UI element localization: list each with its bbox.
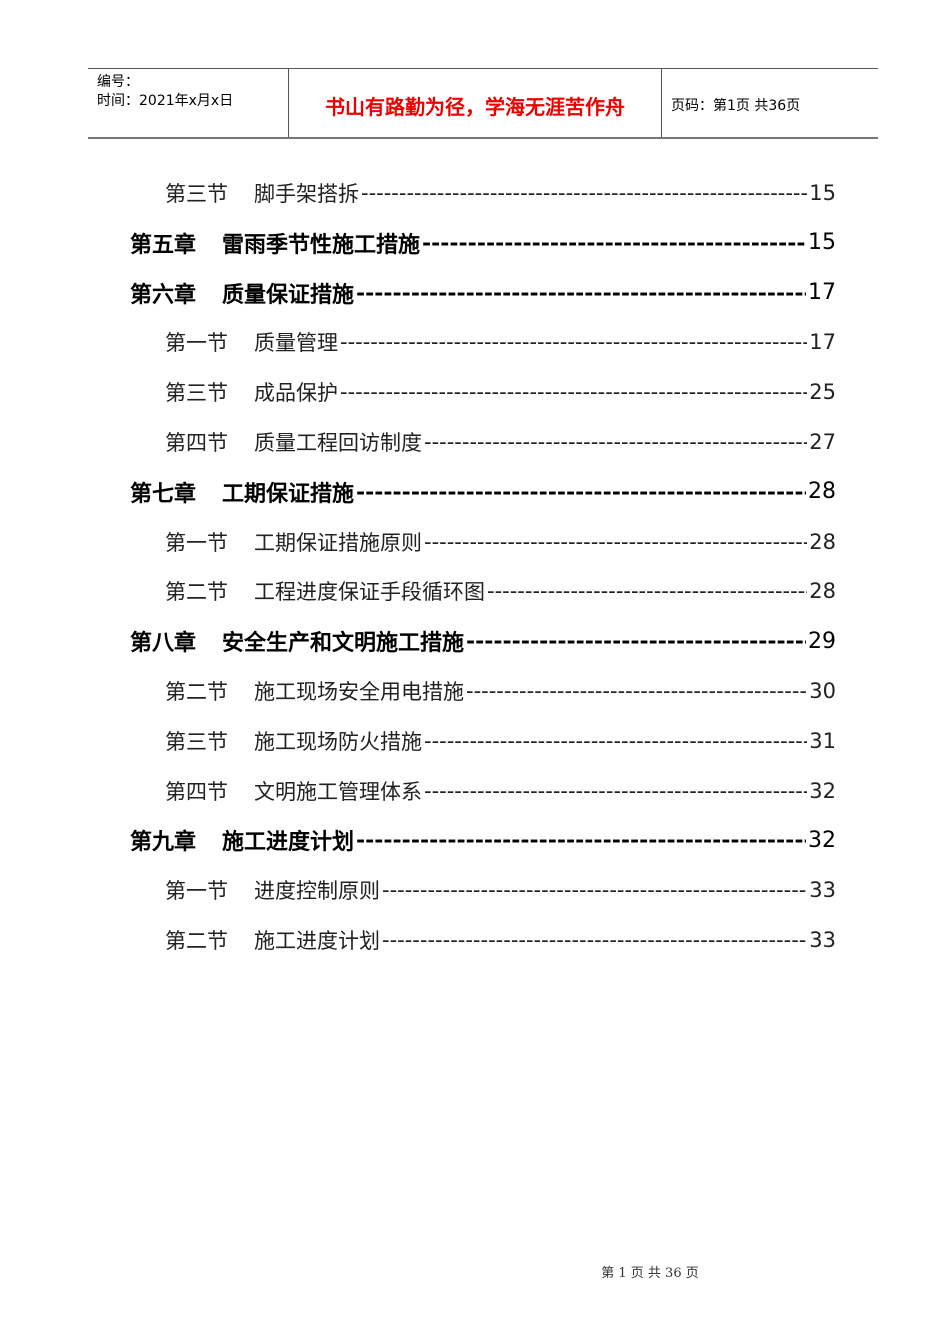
- number-label: 编号：: [97, 74, 139, 90]
- header-meta: 编号： 时间：2021年x月x日: [88, 69, 289, 137]
- toc-entry-page: 15: [809, 181, 836, 205]
- toc-leader-dashes: [356, 827, 806, 853]
- toc-leader-dashes: [356, 479, 806, 505]
- toc-leader-dashes: [382, 878, 807, 902]
- toc-entry-title: 施工进度计划: [222, 829, 355, 856]
- toc-entry-title: 成品保护: [254, 381, 338, 406]
- toc-entry-title: 质量管理: [254, 331, 338, 356]
- page-footer: 第 1 页 共 36 页: [601, 1266, 699, 1281]
- toc-entry-section[interactable]: 第三节 脚手架搭拆 15: [165, 173, 836, 213]
- toc-entry-page: 32: [809, 778, 836, 803]
- toc-entry-page: 17: [809, 330, 836, 355]
- toc-entry-page: 15: [808, 230, 836, 256]
- toc-entry-number: 第二节: [165, 680, 228, 704]
- toc-entry-page: 31: [809, 728, 836, 753]
- toc-entry-number: 第六章: [130, 281, 197, 308]
- toc-entry-title: 工程进度保证手段循环图: [254, 580, 485, 605]
- toc-entry-page: 29: [808, 628, 836, 654]
- date-label: 时间：2021年x月x日: [97, 93, 234, 109]
- toc-entry-title: 质量保证措施: [222, 281, 355, 308]
- toc-entry-number: 第二节: [165, 580, 228, 605]
- toc-entry-title: 安全生产和文明施工措施: [222, 630, 465, 657]
- toc-entry-number: 第四节: [165, 431, 228, 455]
- toc-leader-dashes: [340, 330, 807, 354]
- toc-entry-page: 32: [808, 827, 836, 853]
- toc-entry-title: 质量工程回访制度: [254, 431, 422, 455]
- toc-entry-title: 文明施工管理体系: [254, 779, 422, 804]
- toc-leader-dashes: [424, 779, 807, 803]
- toc-entry-title: 施工进度计划: [254, 929, 380, 953]
- toc-entry-page: 28: [809, 579, 836, 604]
- toc-leader-dashes: [466, 679, 807, 703]
- toc-entry-section[interactable]: 第二节 工程进度保证手段循环图 28: [165, 571, 836, 611]
- toc-entry-number: 第四节: [165, 779, 228, 804]
- toc-entry-number: 第九章: [130, 829, 197, 856]
- toc-entry-section[interactable]: 第一节 质量管理 17: [165, 322, 836, 362]
- toc-leader-dashes: [487, 579, 807, 603]
- toc-entry-title: 工期保证措施: [222, 480, 355, 507]
- toc-entry-page: 28: [808, 479, 836, 505]
- toc-entry-title: 工期保证措施原则: [254, 530, 422, 555]
- toc-leader-dashes: [424, 530, 807, 554]
- toc-entry-title: 进度控制原则: [254, 879, 380, 904]
- toc-entry-section[interactable]: 第二节 施工现场安全用电措施 30: [165, 671, 836, 711]
- toc-entry-page: 25: [809, 380, 836, 405]
- toc-leader-dashes: [361, 181, 807, 205]
- toc-entry-number: 第二节: [165, 929, 228, 953]
- toc-entry-page: 28: [809, 529, 836, 554]
- toc-leader-dashes: [424, 430, 807, 454]
- toc-entry-page: 33: [809, 878, 836, 903]
- toc-leader-dashes: [422, 230, 806, 256]
- toc-entry-page: 27: [809, 430, 836, 454]
- toc-entry-number: 第五章: [130, 231, 197, 258]
- toc-leader-dashes: [424, 729, 807, 753]
- toc-entry-title: 施工现场防火措施: [254, 729, 422, 754]
- toc-entry-number: 第三节: [165, 381, 228, 406]
- toc-entry-page: 30: [809, 679, 836, 703]
- toc-entry-section[interactable]: 第三节 成品保护 25: [165, 372, 836, 412]
- toc-entry-section[interactable]: 第四节 质量工程回访制度 27: [165, 422, 836, 462]
- page-header: 编号： 时间：2021年x月x日 书山有路勤为径，学海无涯苦作舟 页码：第1页 …: [88, 68, 878, 139]
- toc-entry-number: 第一节: [165, 879, 228, 904]
- toc-entry-section[interactable]: 第二节 施工进度计划 33: [165, 920, 836, 960]
- toc-leader-dashes: [340, 380, 807, 404]
- toc-entry-page: 33: [809, 928, 836, 952]
- header-motto: 书山有路勤为径，学海无涯苦作舟: [289, 69, 662, 137]
- toc-entry-title: 雷雨季节性施工措施: [222, 231, 421, 258]
- toc-entry-number: 第八章: [130, 630, 197, 657]
- toc-entry-number: 第三节: [165, 182, 228, 206]
- header-page-label: 页码：第1页 共36页: [671, 98, 801, 114]
- toc-entry-section[interactable]: 第三节 施工现场防火措施 31: [165, 721, 836, 761]
- toc-entry-title: 脚手架搭拆: [254, 182, 359, 206]
- toc-leader-dashes: [356, 280, 806, 306]
- toc-entry-title: 施工现场安全用电措施: [254, 680, 464, 704]
- toc-entry-number: 第七章: [130, 480, 197, 507]
- toc-leader-dashes: [466, 628, 806, 654]
- toc-entry-section[interactable]: 第一节 进度控制原则 33: [165, 870, 836, 910]
- toc-entry-number: 第一节: [165, 331, 228, 356]
- toc-entry-section[interactable]: 第四节 文明施工管理体系 32: [165, 771, 836, 811]
- toc-entry-section[interactable]: 第一节 工期保证措施原则 28: [165, 522, 836, 562]
- toc-leader-dashes: [382, 928, 807, 952]
- toc-entry-number: 第一节: [165, 530, 228, 555]
- toc-entry-number: 第三节: [165, 729, 228, 754]
- toc-entry-page: 17: [808, 280, 836, 306]
